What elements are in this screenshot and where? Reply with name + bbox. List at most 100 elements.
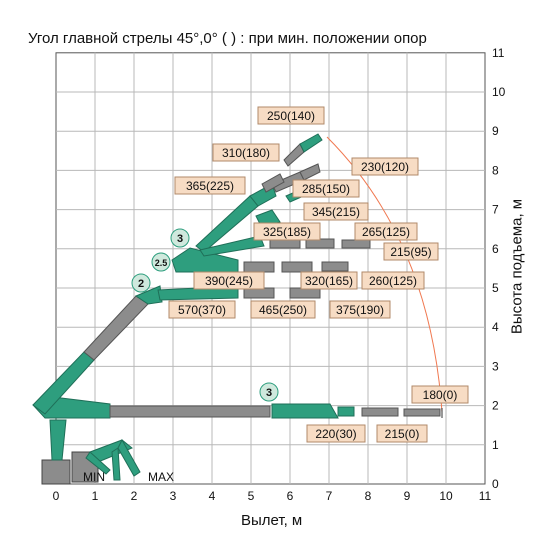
load-label-text: 390(245) [205, 274, 253, 288]
load-label: 375(190) [329, 300, 391, 319]
load-label-text: 310(180) [222, 146, 270, 160]
load-label: 365(225) [174, 176, 246, 195]
load-label: 310(180) [212, 143, 280, 162]
y-tick-label: 5 [492, 281, 499, 295]
x-tick-label: 8 [365, 489, 372, 503]
load-label-box [193, 271, 265, 290]
y-tick-label: 0 [492, 477, 499, 491]
load-label-text: 320(165) [305, 274, 353, 288]
load-label-box [383, 242, 439, 261]
load-label-text: 250(140) [267, 109, 315, 123]
y-tick-label: 8 [492, 163, 499, 177]
boom-stage-3 [195, 133, 371, 257]
load-label: 250(140) [257, 106, 325, 125]
load-label-box [411, 385, 469, 404]
y-tick-label: 1 [492, 438, 499, 452]
x-tick-label: 9 [404, 489, 411, 503]
y-tick-label: 2 [492, 399, 499, 413]
x-tick-label: 6 [287, 489, 294, 503]
load-label-text: 325(185) [263, 225, 311, 239]
x-tick-label: 5 [248, 489, 255, 503]
diagram-title: Угол главной стрелы 45°,0° ( ) : при мин… [28, 30, 427, 47]
x-tick-label: 1 [92, 489, 99, 503]
load-label-text: 260(125) [369, 274, 417, 288]
load-label: 570(370) [168, 300, 236, 319]
y-axis-label: Высота подъема, м [508, 198, 526, 335]
stage-marker-label: 3 [266, 387, 272, 399]
x-axis-ticks: 0 1 2 3 4 5 6 7 8 9 10 11 [53, 489, 492, 503]
load-label: 345(215) [303, 202, 369, 221]
y-axis-ticks: 0 1 2 3 4 5 6 7 8 9 10 11 [492, 46, 506, 491]
load-label-text: 375(190) [336, 303, 384, 317]
x-tick-label: 2 [131, 489, 138, 503]
load-label: 180(0) [411, 385, 469, 404]
load-label-box [303, 202, 369, 221]
load-label-box [361, 271, 425, 290]
x-tick-label: 11 [479, 489, 492, 503]
load-label-box [351, 157, 419, 176]
x-axis-label: Вылет, м [241, 512, 303, 529]
load-label-box [212, 143, 280, 162]
x-tick-label: 0 [53, 489, 60, 503]
load-label-text: 180(0) [423, 388, 458, 402]
load-label-box [250, 300, 316, 319]
load-labels: 250(140) 310(180) 230(120) 285(150) 365(225)… [168, 106, 469, 443]
load-label-box [168, 300, 236, 319]
y-tick-label: 4 [492, 320, 499, 334]
y-tick-label: 7 [492, 203, 499, 217]
load-label: 325(185) [253, 222, 321, 241]
load-label-text: 215(95) [390, 245, 431, 259]
y-tick-label: 11 [492, 46, 505, 60]
load-label-box [306, 424, 366, 443]
boom-horizontal [32, 395, 443, 419]
stage-marker: 3 [259, 382, 279, 402]
load-label: 265(125) [354, 222, 418, 241]
stage-marker: 3 [170, 228, 190, 248]
load-label: 465(250) [250, 300, 316, 319]
load-label-box [354, 222, 418, 241]
y-tick-label: 6 [492, 242, 499, 256]
boom-inclined [32, 285, 163, 415]
x-tick-label: 7 [326, 489, 333, 503]
stage-marker-label: 3 [177, 233, 183, 245]
load-label: 390(245) [193, 271, 265, 290]
load-label-text: 265(125) [362, 225, 410, 239]
outrigger-max-label: MAX [148, 470, 174, 484]
stage-marker-label: 2 [138, 278, 144, 290]
load-label-box [300, 271, 358, 290]
stage-marker-label: 2.5 [155, 258, 168, 268]
stage-marker: 2 [131, 273, 151, 293]
y-tick-label: 3 [492, 359, 499, 373]
load-label: 285(150) [292, 179, 360, 198]
load-label-box [257, 106, 325, 125]
x-tick-label: 4 [209, 489, 216, 503]
load-label-box [292, 179, 360, 198]
load-label-box [253, 222, 321, 241]
x-tick-label: 10 [439, 489, 453, 503]
load-label: 215(95) [383, 242, 439, 261]
load-label-text: 345(215) [312, 205, 360, 219]
stage-marker: 2.5 [151, 252, 171, 272]
y-tick-label: 9 [492, 124, 499, 138]
load-label-text: 215(0) [385, 427, 420, 441]
load-label: 320(165) [300, 271, 358, 290]
load-label-box [376, 424, 428, 443]
plot-frame [55, 52, 486, 485]
load-label: 215(0) [376, 424, 428, 443]
boom-stage-2-5 [171, 247, 349, 273]
load-label-text: 365(225) [186, 179, 234, 193]
y-tick-label: 10 [492, 85, 506, 99]
outrigger-min-label: MIN [83, 470, 105, 484]
load-label-box [329, 300, 391, 319]
x-tick-label: 3 [170, 489, 177, 503]
load-label: 230(120) [351, 157, 419, 176]
load-label-text: 570(370) [178, 303, 226, 317]
outriggers [85, 438, 141, 481]
load-label-text: 230(120) [361, 160, 409, 174]
load-label-text: 220(30) [315, 427, 356, 441]
load-label-text: 465(250) [259, 303, 307, 317]
load-label-box [174, 176, 246, 195]
load-label: 260(125) [361, 271, 425, 290]
load-label-text: 285(150) [302, 182, 350, 196]
